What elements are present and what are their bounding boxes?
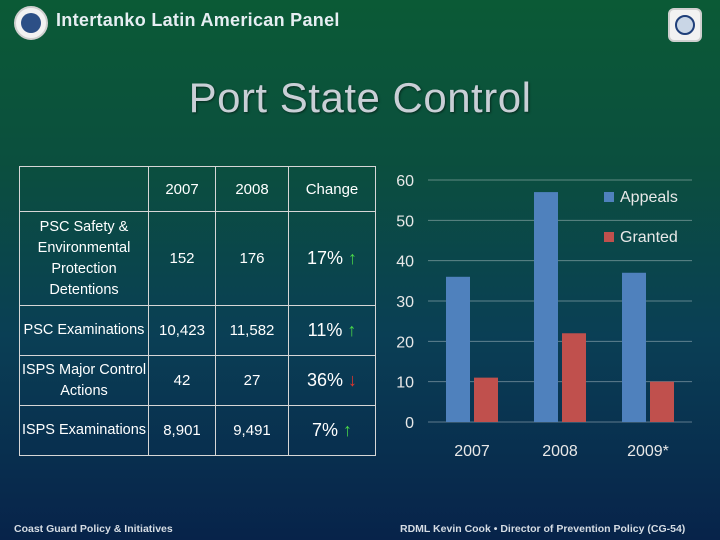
bar-appeals-2007 [446, 276, 470, 422]
row-label: ISPS Major Control Actions [19, 355, 149, 406]
cell-change: 7% ↑ [288, 405, 376, 456]
table-row: PSC Examinations 10,423 11,582 11% ↑ [19, 305, 376, 356]
appeals-granted-bar-chart: 0 10 20 30 40 50 60 2007 2008 2009* Appeals Granted [396, 173, 692, 460]
bar-appeals-2009 [622, 272, 646, 422]
cell-2007: 152 [148, 211, 216, 306]
slide-title: Port State Control [188, 74, 532, 121]
change-value: 36% [306, 370, 343, 390]
legend-swatch-appeals [604, 192, 614, 202]
dhs-seal-icon [14, 6, 48, 40]
cell-change: 11% ↑ [288, 305, 376, 356]
bar-granted-2008 [562, 333, 586, 422]
cell-change: 17% ↑ [288, 211, 376, 306]
arrow-up-icon: ↑ [348, 248, 358, 268]
panel-title: Intertanko Latin American Panel [56, 10, 340, 30]
change-value: 11% [307, 320, 343, 340]
row-label: PSC Safety & Environmental Protection De… [19, 211, 149, 306]
legend-swatch-granted [604, 232, 614, 242]
x-tick-label: 2007 [454, 443, 490, 460]
y-tick-label: 0 [405, 415, 414, 432]
bar-appeals-2008 [534, 192, 558, 422]
header-cell-2008: 2008 [215, 166, 289, 212]
header-cell-blank [19, 166, 149, 212]
table-row: ISPS Examinations 8,901 9,491 7% ↑ [19, 405, 376, 456]
y-tick-label: 30 [396, 294, 414, 311]
table-header-row: 2007 2008 Change [19, 166, 376, 212]
coast-guard-seal-icon [668, 8, 702, 42]
header-cell-change: Change [288, 166, 376, 212]
table-row: ISPS Major Control Actions 42 27 36% ↓ [19, 355, 376, 406]
row-label: PSC Examinations [19, 305, 149, 356]
y-tick-label: 10 [396, 375, 414, 392]
arrow-up-icon: ↑ [343, 420, 353, 440]
header-cell-2007: 2007 [148, 166, 216, 212]
y-tick-label: 20 [396, 334, 414, 351]
cell-2008: 27 [215, 355, 289, 406]
x-tick-label: 2009* [627, 443, 669, 460]
cell-2008: 11,582 [215, 305, 289, 356]
y-tick-label: 50 [396, 213, 414, 230]
cell-2007: 8,901 [148, 405, 216, 456]
arrow-down-icon: ↓ [348, 370, 358, 390]
arrow-up-icon: ↑ [347, 320, 357, 340]
cell-2008: 9,491 [215, 405, 289, 456]
change-value: 17% [306, 248, 343, 268]
legend-label-granted: Granted [620, 229, 678, 246]
legend-label-appeals: Appeals [620, 189, 678, 206]
bar-granted-2009 [650, 381, 674, 422]
table-row: PSC Safety & Environmental Protection De… [19, 211, 376, 306]
footer-left: Coast Guard Policy & Initiatives [14, 523, 173, 535]
y-tick-label: 60 [396, 173, 414, 190]
cell-2008: 176 [215, 211, 289, 306]
y-tick-label: 40 [396, 254, 414, 271]
footer-right: RDML Kevin Cook • Director of Prevention… [400, 523, 686, 535]
cell-change: 36% ↓ [288, 355, 376, 406]
x-tick-label: 2008 [542, 443, 578, 460]
psc-stats-table: 2007 2008 Change PSC Safety & Environmen… [19, 166, 376, 456]
cell-2007: 10,423 [148, 305, 216, 356]
row-label: ISPS Examinations [19, 405, 149, 456]
cell-2007: 42 [148, 355, 216, 406]
slide-header: Intertanko Latin American Panel [0, 0, 720, 46]
change-value: 7% [311, 420, 338, 440]
bar-granted-2007 [474, 377, 498, 422]
